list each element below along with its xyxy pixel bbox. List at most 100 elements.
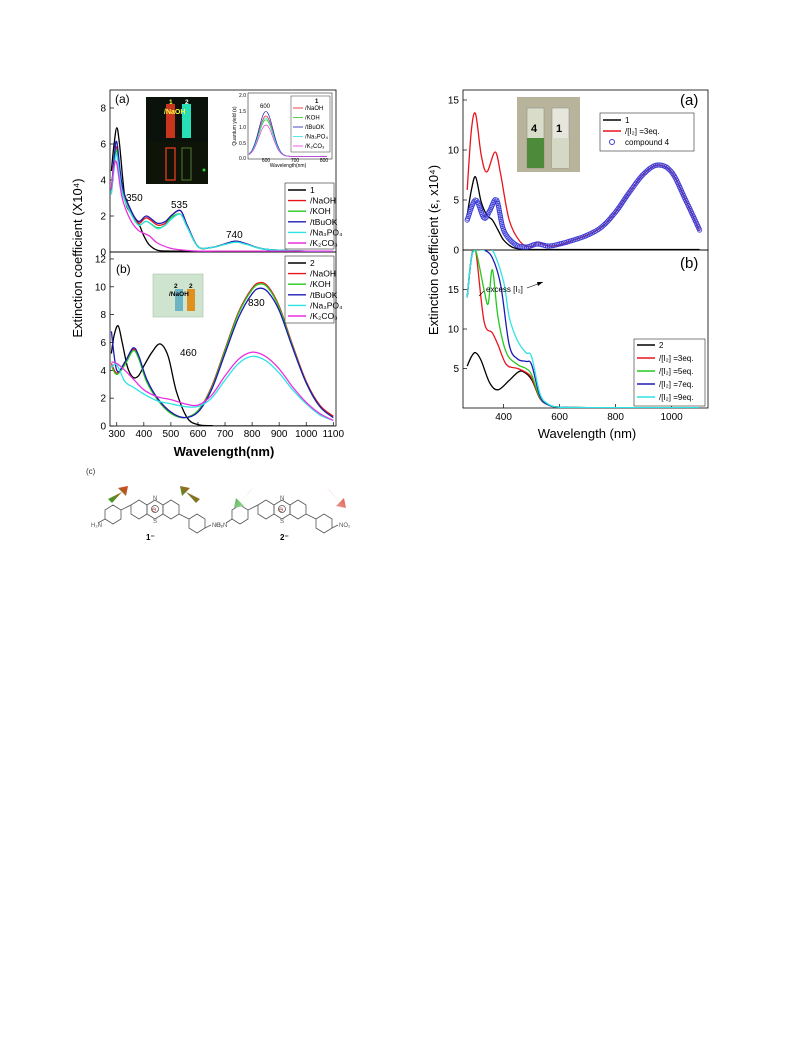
left-panel-b-label: (b) (116, 262, 131, 276)
right-a-series-compound-4-marker (656, 162, 662, 168)
peak-label-535: 535 (171, 200, 188, 211)
inset-y-tick-20: 2.0 (239, 93, 246, 99)
left-panel-b-legend: 2/NaOH/KOH/tBuOK/Na₃PO₄/K₂CO₃ (284, 255, 343, 324)
right-a-series-compound-4-marker (543, 243, 549, 249)
inset-peak-label: 600 (260, 104, 271, 110)
inset-series-k-co (248, 124, 327, 157)
inset-legend-label-naoh: /NaOH (305, 106, 323, 112)
left-b-legend-label-k-co: /K₂CO₃ (310, 311, 338, 321)
left-b-series-k-co (111, 351, 334, 421)
right-panel-b-series (466, 250, 700, 408)
molecule-1-charge: ⊖ (152, 508, 157, 514)
right-panel-a-y-ticks: 0 5 10 15 (448, 96, 467, 257)
left-a-ytick-label-3: 6 (100, 140, 106, 151)
molecule-2-right-group: NO₂ (339, 523, 351, 529)
photo-a-label-2: 2 (185, 99, 189, 106)
left-panel-b-series (110, 281, 334, 426)
right-a-series-compound-4-marker (654, 162, 660, 168)
right-a-series-compound-4-marker (520, 244, 526, 250)
left-b-ytick-label-6: 12 (95, 254, 107, 265)
photo-b-label-naoh: /NaOH (169, 291, 189, 298)
right-a-series-compound-4-marker (522, 244, 528, 250)
right-a-series-compound-4-marker (534, 241, 540, 247)
left-a-legend-label-1: 1 (310, 185, 315, 195)
inset-y-tick-0: 0.0 (239, 156, 246, 162)
left-x-axis-title: Wavelength(nm) (174, 444, 275, 459)
right-b-series-i-9eq (466, 250, 700, 408)
left-b-ytick-label-4: 8 (100, 310, 106, 321)
left-xtick-label-6: 900 (271, 429, 288, 440)
left-xtick-label-0: 300 (108, 429, 125, 440)
molecule-1-n-atom: N (153, 496, 157, 502)
molecule-2-n-atom: N (280, 496, 284, 502)
right-a-ytick-label-2: 10 (448, 146, 460, 157)
left-b-legend-label-naoh: /NaOH (310, 269, 336, 279)
molecule-1-s-atom: S (153, 519, 157, 525)
peak-label-830: 830 (248, 298, 265, 309)
left-a-series-k-co (110, 160, 334, 252)
arrow-icon-1-right (180, 486, 200, 503)
right-a-series-compound-4-marker (496, 204, 502, 210)
right-a-series-compound-4-marker (518, 244, 524, 250)
right-b-legend-label-i-3eq: /[I₂] =3eq. (659, 354, 693, 363)
left-a-ytick-label-4: 8 (100, 104, 106, 115)
left-b-ytick-label-2: 4 (100, 366, 106, 377)
right-a-series-compound-4-marker (497, 211, 503, 217)
chemical-scheme: (c) H₂N NH₂ N S ⊖ 1⁻ (86, 467, 351, 542)
inset-y-tick-10: 1.0 (239, 125, 246, 131)
peak-label-350: 350 (126, 193, 143, 204)
right-xtick-label-3: 1000 (660, 412, 683, 423)
right-y-axis-title: Extinction coefficient (ε, x10⁴) (426, 165, 441, 335)
right-a-series-compound-4-marker (471, 198, 477, 204)
inset-x-tick-600: 600 (262, 158, 271, 164)
annotation-excess-iodine: excess [I₂] (486, 285, 523, 294)
inset-legend-title: 1 (315, 99, 319, 105)
right-panel-a-label: (a) (680, 92, 698, 109)
peak-label-460: 460 (180, 348, 197, 359)
left-a-legend-label-k-co: /K₂CO₃ (310, 238, 338, 248)
inset-y-tick-05: 0.5 (239, 141, 246, 147)
right-b-ytick-label-2: 15 (448, 285, 460, 296)
right-b-ytick-label-1: 10 (448, 325, 460, 336)
right-a-series-compound-4-marker (506, 236, 512, 242)
left-b-series-na-po (110, 355, 334, 422)
right-a-series-compound-4-marker (546, 243, 552, 249)
right-a-series-compound-4-marker (536, 241, 542, 247)
left-xtick-label-3: 600 (190, 429, 207, 440)
scheme-label: (c) (86, 467, 96, 476)
excess-iodine-annotation: excess [I₂] (478, 281, 544, 297)
left-xtick-label-5: 800 (244, 429, 261, 440)
right-x-axis-title: Wavelength (nm) (538, 426, 637, 441)
annotation-arrow-left (478, 290, 485, 297)
photo-a-label-naoh: /NaOH (164, 109, 185, 116)
photo-a-label-1: 1 (169, 99, 173, 106)
left-xtick-label-2: 500 (163, 429, 180, 440)
right-figure: 0 5 10 15 5 10 15 400 600 800 1000 Extinction co… (426, 89, 709, 441)
left-a-legend-label-na-po: /Na₃PO₄ (310, 227, 343, 237)
right-a-series-compound-4-marker (497, 213, 503, 219)
inset-legend-label-na-po: /Na₃PO₄ (305, 135, 328, 141)
arrow-icon-1-left (108, 486, 128, 503)
right-a-legend-label-1: 1 (625, 116, 630, 125)
right-a-series-compound-4-marker (532, 241, 538, 247)
inset-x-tick-700: 700 (291, 158, 300, 164)
left-panel-b-y-ticks: 0 2 4 6 8 10 12 (95, 254, 114, 433)
right-b-ytick-label-0: 5 (453, 364, 459, 375)
right-a-ytick-label-3: 15 (448, 96, 460, 107)
right-panel-b-y-ticks: 5 10 15 (448, 285, 467, 375)
fluorescence-photo-a: 1 2 /NaOH (146, 97, 208, 184)
left-a-ytick-label-1: 2 (100, 212, 106, 223)
left-a-legend-label-koh: /KOH (310, 206, 331, 216)
vial-label-4: 4 (531, 123, 538, 135)
right-a-series-compound-4-marker (498, 218, 504, 224)
inset-x-title: Wavelength(nm) (270, 163, 307, 169)
right-a-legend-label-compound-4: compound 4 (625, 138, 670, 147)
left-b-ytick-label-5: 10 (95, 282, 107, 293)
left-b-legend-label-tbuok: /tBuOK (310, 290, 338, 300)
quantum-yield-inset: 600 Wavelength(nm) Quantum yield (ε) 600… (232, 92, 333, 169)
right-a-series-compound-4-marker (523, 244, 530, 250)
right-a-ytick-label-1: 5 (453, 196, 459, 207)
molecule-2-left-group: O₂N (216, 523, 227, 529)
